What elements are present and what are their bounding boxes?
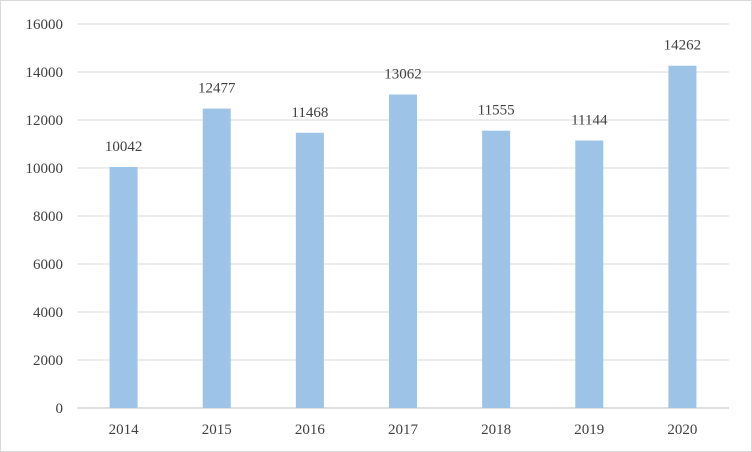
data-label: 14262 (664, 38, 702, 54)
data-label: 11555 (478, 103, 515, 119)
y-tick-label: 0 (56, 401, 64, 417)
y-tick-label: 8000 (33, 209, 63, 225)
bar-2014 (109, 166, 138, 408)
data-label: 11144 (571, 113, 608, 129)
data-label: 11468 (291, 105, 328, 121)
y-tick-label: 14000 (26, 65, 64, 81)
y-tick-label: 16000 (26, 17, 64, 33)
bar-2016 (295, 132, 324, 408)
y-tick-label: 10000 (26, 161, 64, 177)
y-tick-label: 12000 (26, 113, 64, 129)
x-tick-label: 2017 (388, 422, 419, 438)
bar-2017 (389, 94, 417, 409)
bar-2015 (202, 108, 231, 408)
bar-2018 (482, 130, 511, 408)
data-label: 10042 (105, 139, 143, 155)
bar-2019 (575, 140, 604, 408)
bar-2020 (668, 65, 697, 408)
x-tick-label: 2016 (295, 422, 326, 438)
data-label: 12477 (198, 81, 236, 97)
x-tick-label: 2019 (574, 422, 604, 438)
x-tick-label: 2018 (481, 422, 511, 438)
y-tick-label: 6000 (33, 257, 63, 273)
x-tick-label: 2015 (202, 422, 232, 438)
x-tick-label: 2014 (109, 422, 140, 438)
data-label: 13062 (384, 67, 422, 83)
y-tick-label: 4000 (33, 305, 63, 321)
y-tick-label: 2000 (33, 353, 63, 369)
x-tick-label: 2020 (667, 422, 697, 438)
